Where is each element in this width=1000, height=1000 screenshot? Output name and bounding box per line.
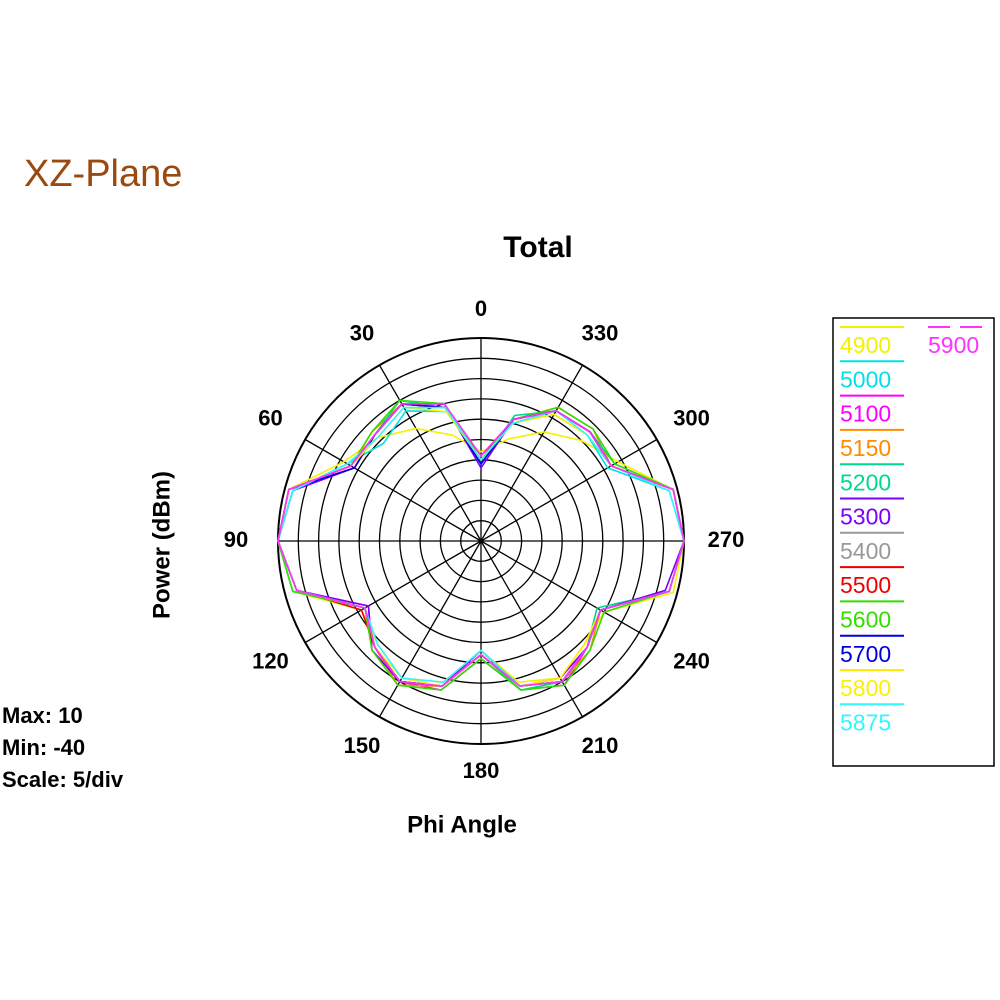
angle-tick-label: 60 (258, 405, 282, 430)
grid-spoke (304, 540, 482, 644)
grid-spoke (480, 438, 658, 542)
legend-label: 5400 (840, 538, 891, 564)
legend-label: 5200 (840, 469, 891, 495)
angle-tick-label: 210 (582, 733, 619, 758)
legend-label: 5700 (840, 641, 891, 667)
grid-spoke (480, 364, 584, 542)
legend-label: 5800 (840, 675, 891, 701)
legend-label: 5100 (840, 401, 891, 427)
angle-tick-label: 0 (475, 296, 487, 321)
legend-label: 5000 (840, 366, 891, 392)
angle-tick-label: 330 (582, 321, 619, 346)
angle-tick-label: 240 (673, 648, 710, 673)
angle-tick-label: 270 (708, 527, 745, 552)
angle-tick-label: 300 (673, 405, 710, 430)
angle-tick-label: 30 (350, 321, 374, 346)
plane-title: XZ-Plane (24, 153, 182, 195)
legend-box (832, 317, 995, 767)
legend-label: 4900 (840, 332, 891, 358)
legend-label: 5500 (840, 572, 891, 598)
legend-label: 5150 (840, 435, 891, 461)
legend-label: 5875 (840, 709, 891, 735)
grid-spoke (304, 438, 482, 542)
chart-title: Total (503, 231, 572, 264)
angle-tick-label: 90 (224, 527, 248, 552)
series-line (277, 402, 685, 687)
angle-tick-label: 150 (344, 733, 381, 758)
grid-spoke (480, 540, 658, 644)
angle-tick-label: 180 (463, 758, 500, 783)
grid-spoke (378, 364, 482, 542)
info-text: Scale: 5/div (2, 767, 124, 792)
grid-spoke (378, 540, 482, 718)
grid-spoke (480, 540, 584, 718)
legend-label: 5600 (840, 606, 891, 632)
angle-tick-label: 120 (252, 648, 289, 673)
info-text: Min: -40 (2, 735, 85, 760)
y-axis-label: Power (dBm) (148, 471, 175, 619)
info-text: Max: 10 (2, 703, 83, 728)
legend-label: 5300 (840, 504, 891, 530)
x-axis-label: Phi Angle (407, 811, 517, 838)
legend-label: 5900 (928, 332, 979, 358)
